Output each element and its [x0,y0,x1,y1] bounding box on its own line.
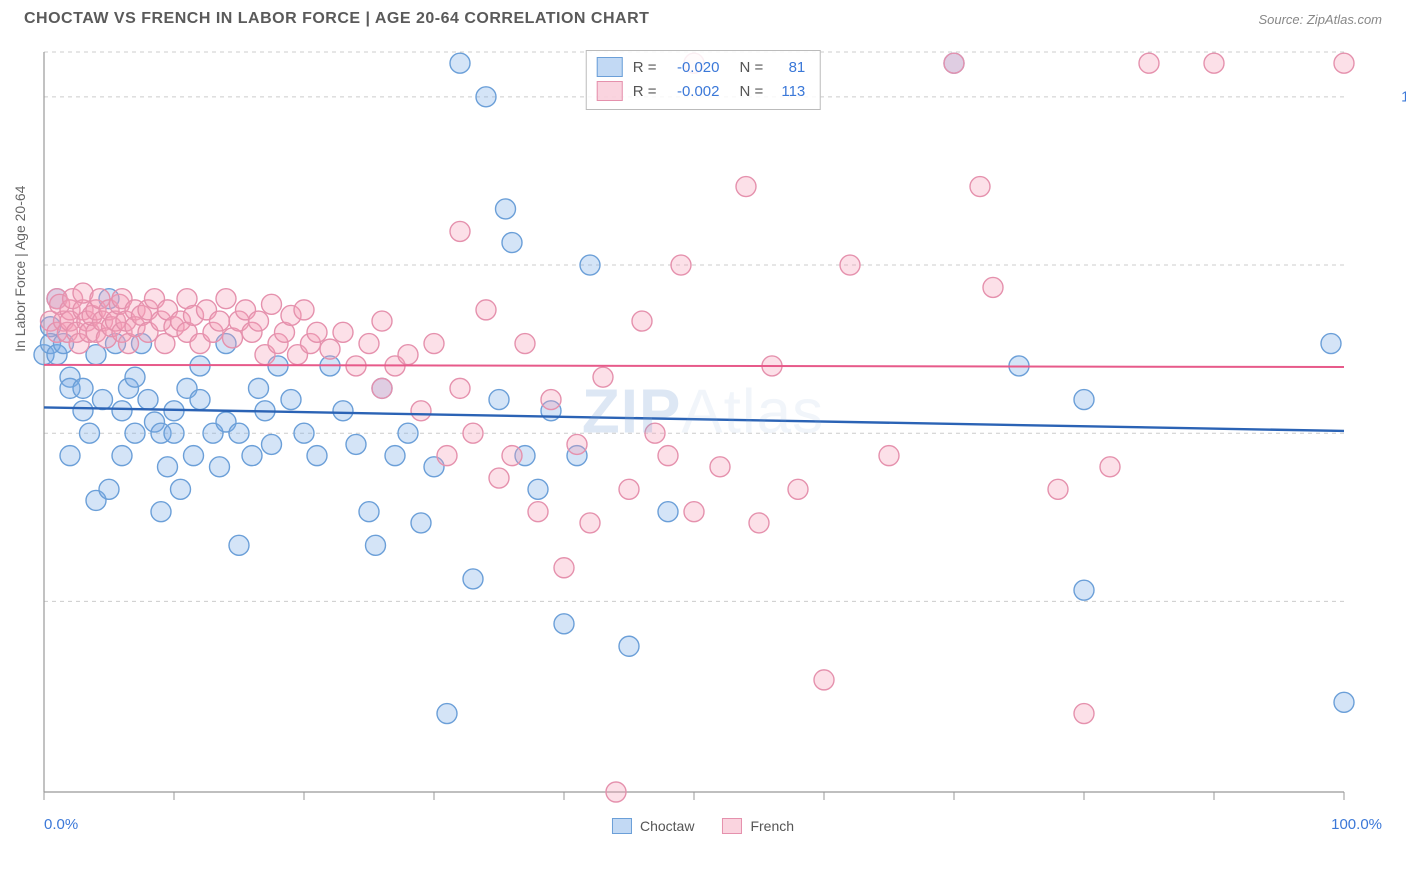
stats-row: R = -0.002 N = 113 [597,79,806,103]
n-value: 113 [771,83,805,100]
legend-swatch-icon [612,818,632,834]
legend-item-french: French [722,818,794,834]
x-axis-area: 0.0% 100.0% Choctaw French [24,816,1382,856]
legend-swatch-icon [722,818,742,834]
n-label: N = [740,83,764,100]
stats-row: R = -0.020 N = 81 [597,55,806,79]
y-tick-label: 100.0% [1401,88,1406,105]
r-label: R = [633,83,657,100]
n-value: 81 [771,59,805,76]
r-label: R = [633,59,657,76]
source-label: Source: ZipAtlas.com [1258,12,1382,27]
legend-label: French [750,818,794,834]
chart-title: CHOCTAW VS FRENCH IN LABOR FORCE | AGE 2… [24,10,649,28]
r-value: -0.002 [665,83,720,100]
n-label: N = [740,59,764,76]
legend-label: Choctaw [640,818,694,834]
legend-swatch-choctaw [597,57,623,77]
y-axis-label: In Labor Force | Age 20-64 [12,186,28,352]
x-min-label: 0.0% [44,816,78,833]
r-value: -0.020 [665,59,720,76]
legend-swatch-french [597,81,623,101]
chart-area: In Labor Force | Age 20-64 ZIPAtlas R = … [24,42,1382,812]
scatter-chart [24,42,1364,812]
stats-legend: R = -0.020 N = 81 R = -0.002 N = 113 [586,50,821,110]
x-max-label: 100.0% [1331,816,1382,833]
series-legend: Choctaw French [612,818,794,834]
legend-item-choctaw: Choctaw [612,818,694,834]
chart-header: CHOCTAW VS FRENCH IN LABOR FORCE | AGE 2… [0,0,1406,28]
